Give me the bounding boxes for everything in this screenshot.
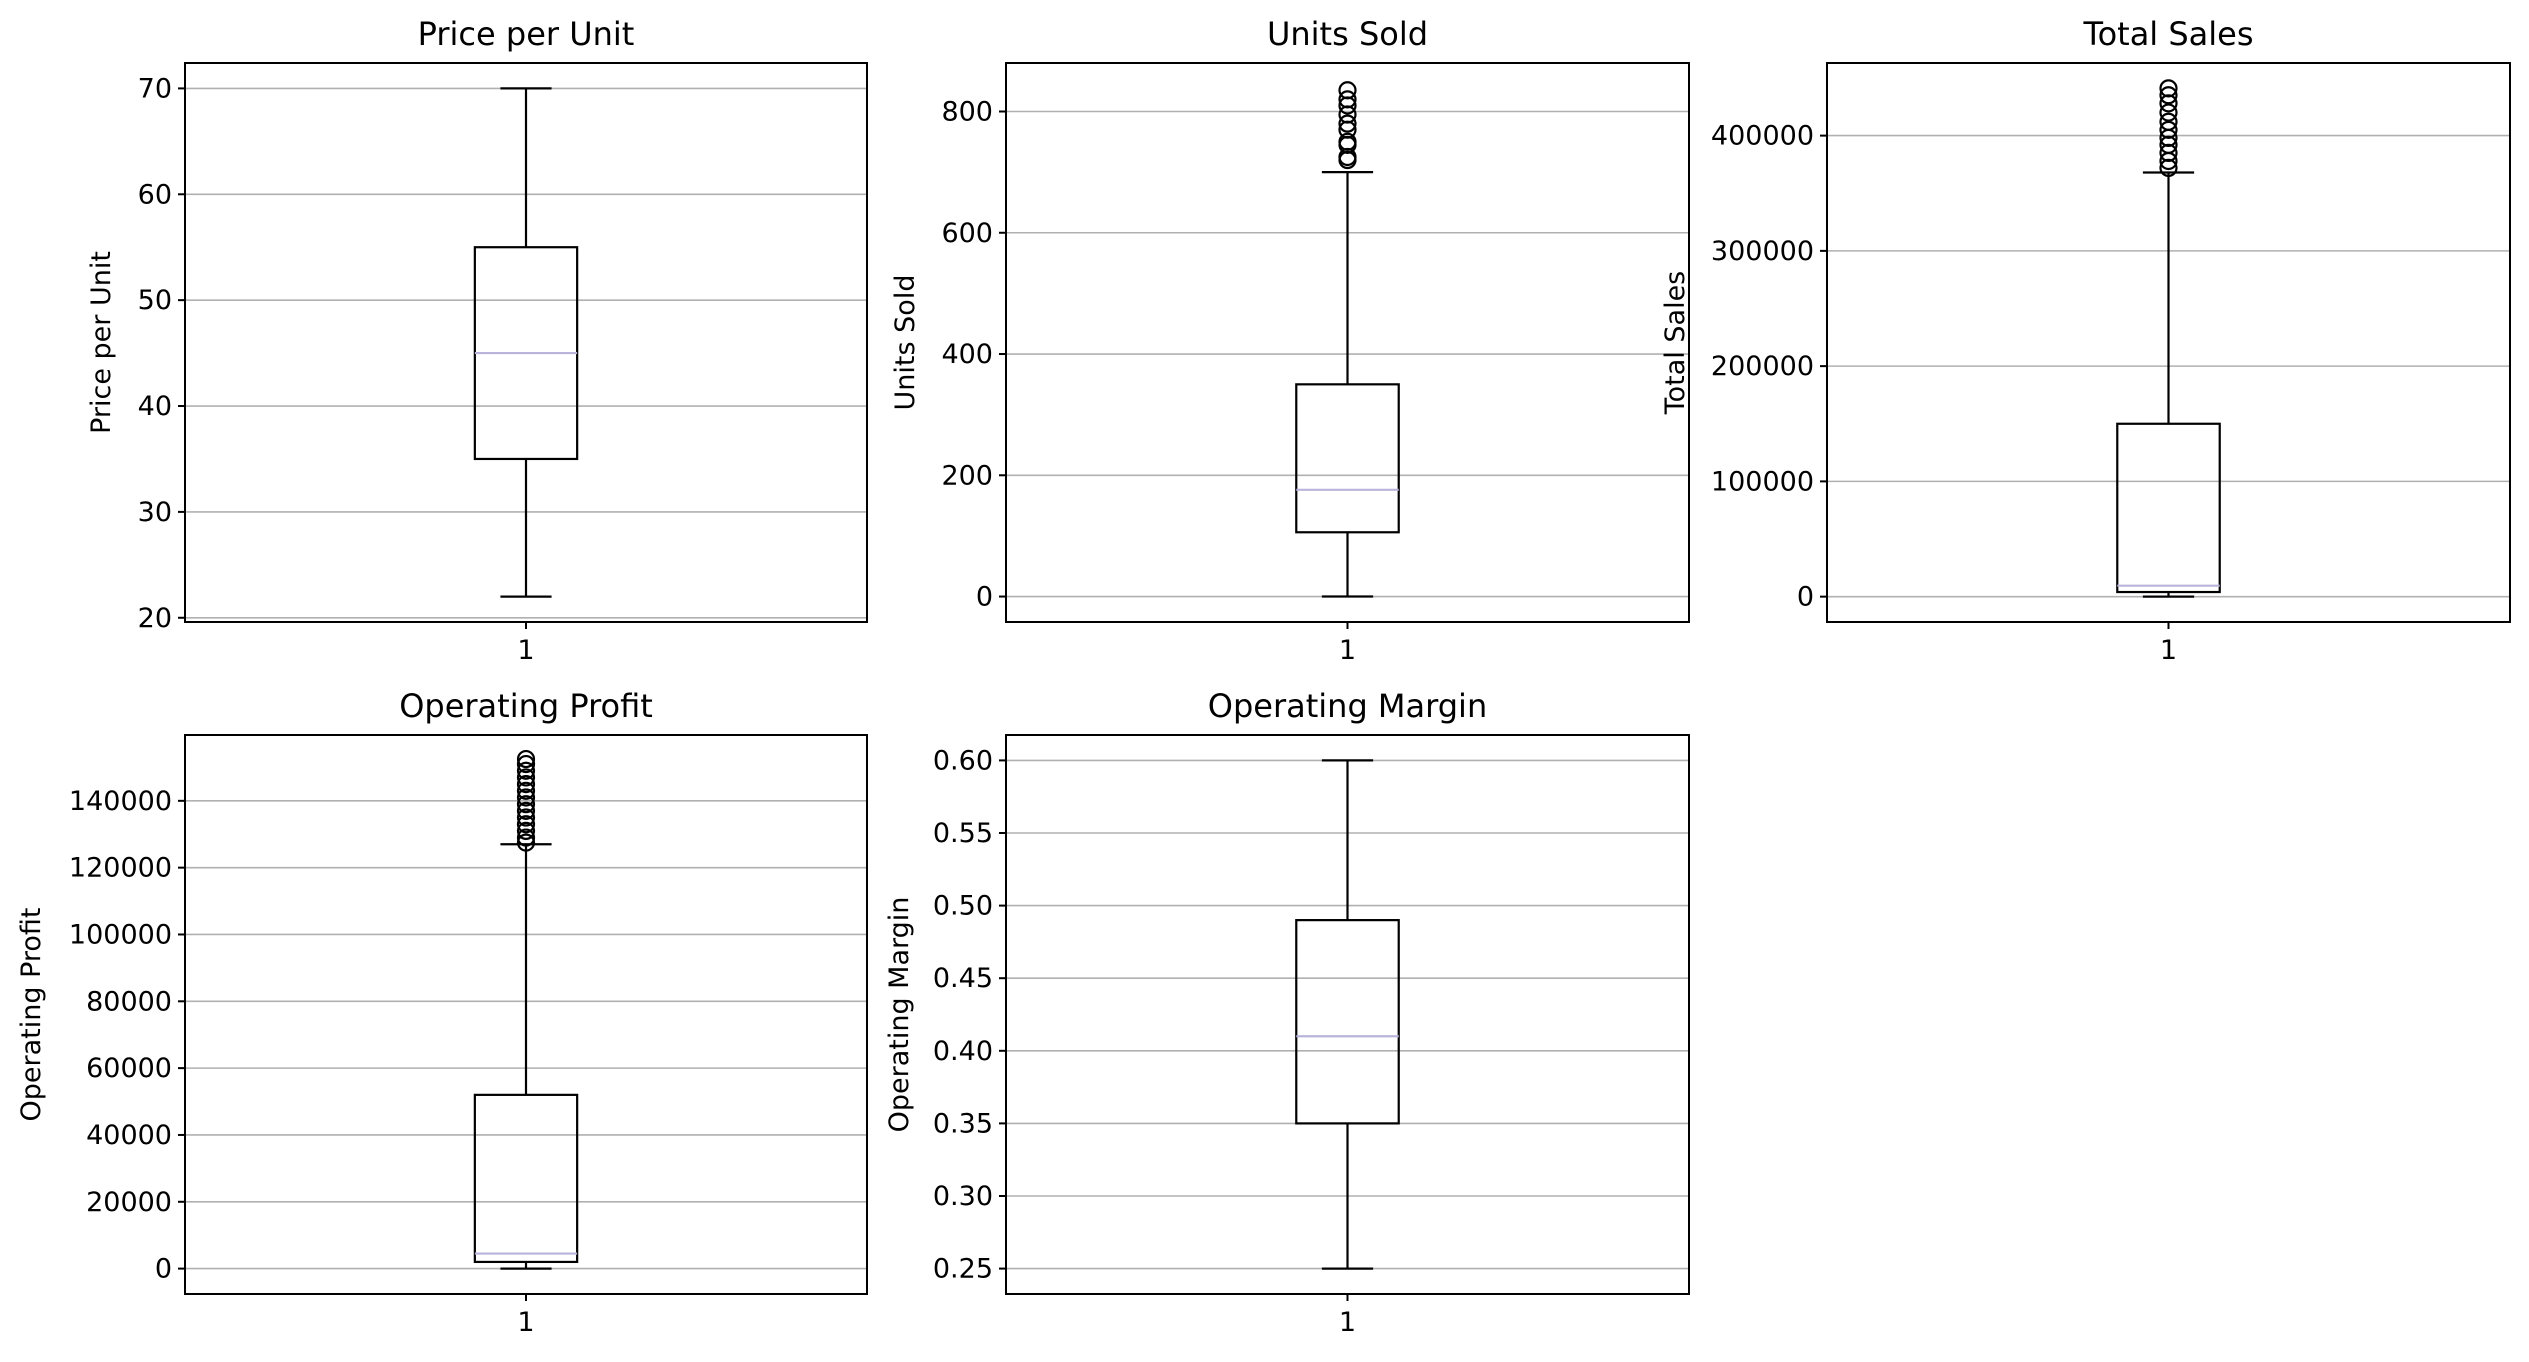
x-tick-label: 1 [1339,635,1356,666]
y-axis-label: Units Sold [890,275,921,411]
axes-frame [184,62,868,623]
outlier-point [2159,103,2178,122]
panel-units-sold: Units Sold Units Sold 0 200 400 600 800 1 [890,15,1690,666]
y-tick-label: 60000 [86,1053,172,1084]
y-axis-label: Total Sales [1660,271,1691,416]
y-tick-label: 400000 [1711,121,1814,152]
y-tick-label: 0.35 [933,1108,993,1139]
y-tick-label: 20 [138,603,172,634]
iqr-box [2116,422,2221,594]
plot-area: 0.25 0.30 0.35 0.40 0.45 0.50 0.55 0.60 1 [933,734,1690,1338]
outlier-point [1338,114,1357,133]
iqr-box [473,1093,579,1264]
axes-frame [1005,734,1690,1295]
y-tick-label: 800 [941,97,993,128]
y-tick-label: 40000 [86,1120,172,1151]
axes-frame [1826,62,2511,623]
y-tick-label: 300000 [1711,236,1814,267]
panel-title: Total Sales [2082,15,2253,53]
plot-area: 0 20000 40000 60000 80000 100000 120000 140000 1 [69,734,868,1338]
y-tick-label: 400 [941,339,993,370]
y-axis-label: Operating Profit [16,908,47,1122]
panel-title: Units Sold [1267,15,1428,53]
y-tick-label: 100000 [69,919,172,950]
y-tick-label: 0.60 [933,745,993,776]
panel-price-per-unit: Price per Unit Price per Unit 20 30 40 50 60… [86,15,868,666]
y-tick-label: 70 [138,73,172,104]
outlier-point [1338,81,1357,100]
panel-title: Price per Unit [418,15,635,53]
y-tick-label: 20000 [86,1187,172,1218]
x-tick-label: 1 [1339,1307,1356,1338]
y-tick-label: 200000 [1711,351,1814,382]
iqr-box [1295,383,1400,534]
y-tick-label: 0 [976,582,993,613]
outlier-point [516,815,536,834]
y-tick-label: 80000 [86,986,172,1017]
x-tick-label: 1 [2160,635,2177,666]
panel-operating-margin: Operating Margin Operating Margin 0.250.… [884,687,1690,1338]
y-axis-label: Operating Margin [884,897,915,1133]
outlier-point [516,808,536,827]
panel-operating-profit: Operating Profit Operating Profit 0 20000… [16,687,868,1338]
plot-area: 0 200 400 600 800 1 [941,62,1690,666]
outlier-point [516,828,536,847]
outlier-point [516,795,536,814]
iqr-box [1295,919,1400,1125]
outlier-point [516,821,536,840]
outlier-point [516,749,536,769]
y-tick-label: 100000 [1711,466,1814,497]
plot-area: 20 30 40 50 60 70 1 [138,62,868,666]
y-axis-label: Price per Unit [86,251,117,434]
x-tick-label: 1 [517,635,534,666]
x-tick-label: 1 [517,1307,534,1338]
outlier-point [2159,86,2178,105]
outlier-point [2159,79,2178,98]
outlier-point [516,768,536,787]
y-tick-label: 120000 [69,853,172,884]
y-tick-label: 0.25 [933,1254,993,1285]
outlier-point [516,833,536,852]
y-tick-label: 200 [941,460,993,491]
y-tick-label: 50 [138,285,172,316]
y-tick-label: 0.30 [933,1181,993,1212]
y-tick-label: 600 [941,218,993,249]
y-tick-label: 0 [1797,582,1814,613]
outlier-point [516,781,536,800]
panel-total-sales: Total Sales Total Sales 0 100000 200000 300… [1660,15,2511,666]
y-tick-label: 0.50 [933,891,993,922]
plot-area: 0 100000 200000 300000 400000 1 [1711,62,2511,666]
y-tick-label: 0.40 [933,1036,993,1067]
y-tick-label: 0 [155,1254,172,1285]
outlier-point [516,801,536,820]
outlier-point [2159,112,2178,131]
panel-title: Operating Profit [399,687,653,725]
axes-frame [1005,62,1690,623]
outlier-point [516,761,536,780]
outlier-point [516,754,536,774]
outlier-point [1338,132,1357,151]
y-tick-label: 0.45 [933,963,993,994]
outlier-point [516,788,536,807]
y-tick-label: 40 [138,391,172,422]
y-tick-label: 140000 [69,786,172,817]
panel-title: Operating Margin [1208,687,1487,725]
y-tick-label: 0.55 [933,818,993,849]
y-tick-label: 30 [138,497,172,528]
outlier-point [516,775,536,794]
axes-frame [184,734,868,1295]
outlier-point [2159,120,2178,139]
y-tick-label: 60 [138,179,172,210]
outlier-point [1338,90,1357,109]
